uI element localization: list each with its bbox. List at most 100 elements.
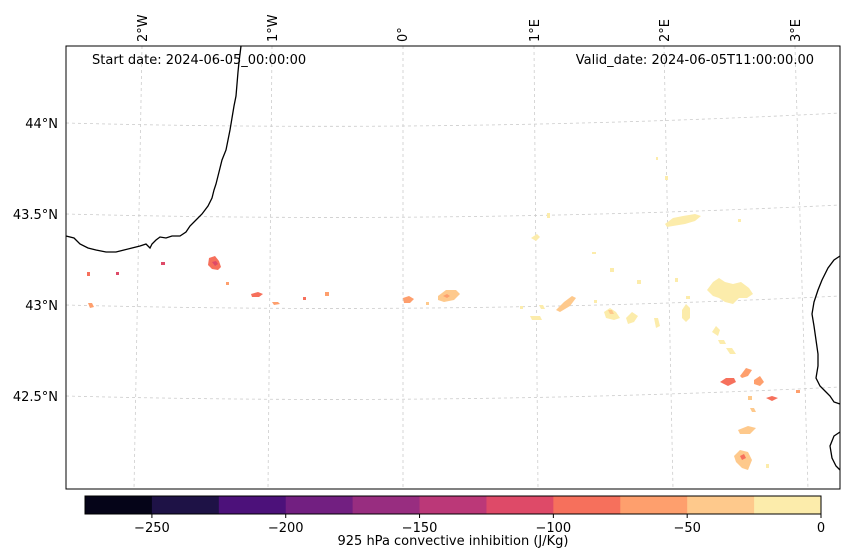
- cin-patch: [720, 378, 736, 386]
- colorbar-swatch: [285, 496, 354, 514]
- colorbar-ticks: −250 −200 −150 −100 −50 0: [134, 514, 825, 536]
- lon-label: 1°E: [528, 19, 543, 42]
- colorbar-tick-label: −250: [134, 521, 170, 536]
- map-background: [66, 46, 840, 489]
- cin-patch: [303, 297, 306, 300]
- colorbar-swatch: [151, 496, 220, 514]
- valid-date-label: Valid_date: 2024-06-05T11:00:00.00: [576, 53, 814, 68]
- cin-patch: [531, 234, 540, 241]
- colorbar-swatch: [85, 496, 153, 514]
- cin-patch: [272, 302, 280, 305]
- gridlines: [65, 45, 841, 490]
- cin-patch: [88, 303, 94, 308]
- cin-patch: [665, 176, 668, 180]
- cin-patch: [750, 408, 756, 412]
- lat-label: 42.5°N: [13, 390, 58, 405]
- cin-patch: [251, 292, 263, 297]
- cin-patch: [539, 305, 545, 309]
- colorbar-swatch: [553, 496, 621, 514]
- cin-patch: [738, 426, 756, 434]
- colorbar-tick-label: −200: [268, 521, 304, 536]
- meridian-1w: [267, 45, 273, 490]
- cin-patch: [87, 272, 90, 276]
- coastline-catalonia: [829, 431, 841, 471]
- start-date-label: Start date: 2024-06-05_00:00:00: [92, 53, 306, 68]
- cin-patch: [766, 396, 778, 401]
- colorbar-label: 925 hPa convective inhibition (J/Kg): [338, 534, 569, 549]
- cin-patch: [592, 252, 596, 254]
- cin-patch: [530, 316, 542, 320]
- cin-patch: [161, 262, 165, 265]
- cin-patch: [654, 318, 660, 328]
- cin-patch: [748, 396, 752, 400]
- cin-patch: [718, 340, 726, 344]
- lon-label: 2°W: [136, 14, 151, 42]
- cin-patch: [754, 376, 764, 386]
- colorbar-swatch: [486, 496, 554, 514]
- colorbar-tick-label: −50: [673, 521, 700, 536]
- cin-patch: [766, 464, 769, 468]
- cin-patch: [116, 272, 119, 275]
- lon-label: 2°E: [658, 19, 673, 42]
- meridian-3e: [794, 45, 809, 490]
- cin-patch: [682, 304, 690, 322]
- cin-patch: [637, 280, 641, 284]
- meridian-1e: [533, 45, 539, 490]
- colorbar-swatch: [754, 496, 822, 514]
- lon-label: 0°: [396, 27, 411, 42]
- lon-labels: 2°W 1°W 0° 1°E 2°E 3°E: [136, 14, 804, 42]
- cin-patch: [443, 294, 450, 298]
- cin-patch: [608, 310, 614, 314]
- parallel-42-5n: [65, 386, 841, 400]
- cin-patch: [665, 214, 701, 227]
- meridian-2e: [663, 45, 674, 490]
- cin-patch: [738, 219, 741, 222]
- lat-label: 43.5°N: [13, 208, 58, 223]
- cin-patch: [712, 326, 720, 336]
- colorbar: −250 −200 −150 −100 −50 0 925 hPa convective …: [84, 495, 825, 549]
- cin-patch: [707, 278, 753, 304]
- cin-patch: [325, 292, 329, 296]
- cin-patch: [556, 296, 576, 312]
- map-axes: [65, 45, 841, 490]
- lon-label: 1°W: [266, 14, 281, 42]
- coastline-gulf-of-lion: [811, 255, 841, 405]
- cin-patch: [520, 306, 523, 309]
- colorbar-tick-label: −100: [536, 521, 572, 536]
- colorbar-swatch: [620, 496, 688, 514]
- coastlines: [65, 45, 841, 471]
- colorbar-swatch: [218, 496, 287, 514]
- lat-label: 44°N: [25, 117, 58, 132]
- colorbar-tick-label: −150: [402, 521, 438, 536]
- cin-patch: [426, 302, 429, 305]
- cin-patch: [740, 368, 752, 378]
- cin-patch: [212, 261, 218, 266]
- colorbar-swatch: [419, 496, 487, 514]
- cin-patch: [675, 278, 678, 282]
- lon-label: 3°E: [789, 19, 804, 42]
- cin-patch: [796, 390, 800, 393]
- meridian-2w: [133, 45, 143, 490]
- cin-patch: [226, 282, 229, 285]
- colorbar-swatch: [352, 496, 421, 514]
- cin-patches: [87, 157, 800, 470]
- lat-label: 43°N: [25, 299, 58, 314]
- map-frame: [65, 45, 841, 490]
- cin-patch: [734, 450, 752, 470]
- cin-patch: [610, 268, 614, 272]
- cin-patch: [726, 348, 736, 354]
- parallel-44n: [65, 112, 841, 127]
- colorbar-tick-label: 0: [817, 521, 825, 536]
- lat-labels: 44°N 43.5°N 43°N 42.5°N: [13, 117, 58, 405]
- coastline-bay-of-biscay: [65, 45, 242, 253]
- cin-patch: [740, 454, 746, 460]
- cin-patch: [686, 296, 690, 299]
- parallel-43-5n: [65, 204, 841, 218]
- cin-patch: [626, 312, 638, 324]
- colorbar-frame: [84, 495, 822, 515]
- colorbar-swatch: [687, 496, 755, 514]
- cin-patch: [656, 157, 658, 160]
- colorbar-swatches: [85, 496, 822, 514]
- cin-patch: [547, 213, 550, 218]
